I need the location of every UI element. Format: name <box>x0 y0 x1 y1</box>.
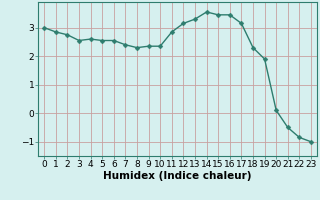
X-axis label: Humidex (Indice chaleur): Humidex (Indice chaleur) <box>103 171 252 181</box>
